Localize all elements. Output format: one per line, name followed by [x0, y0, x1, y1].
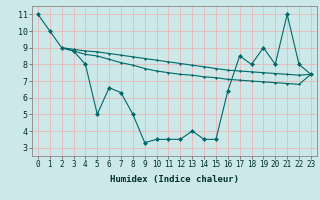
X-axis label: Humidex (Indice chaleur): Humidex (Indice chaleur) — [110, 175, 239, 184]
